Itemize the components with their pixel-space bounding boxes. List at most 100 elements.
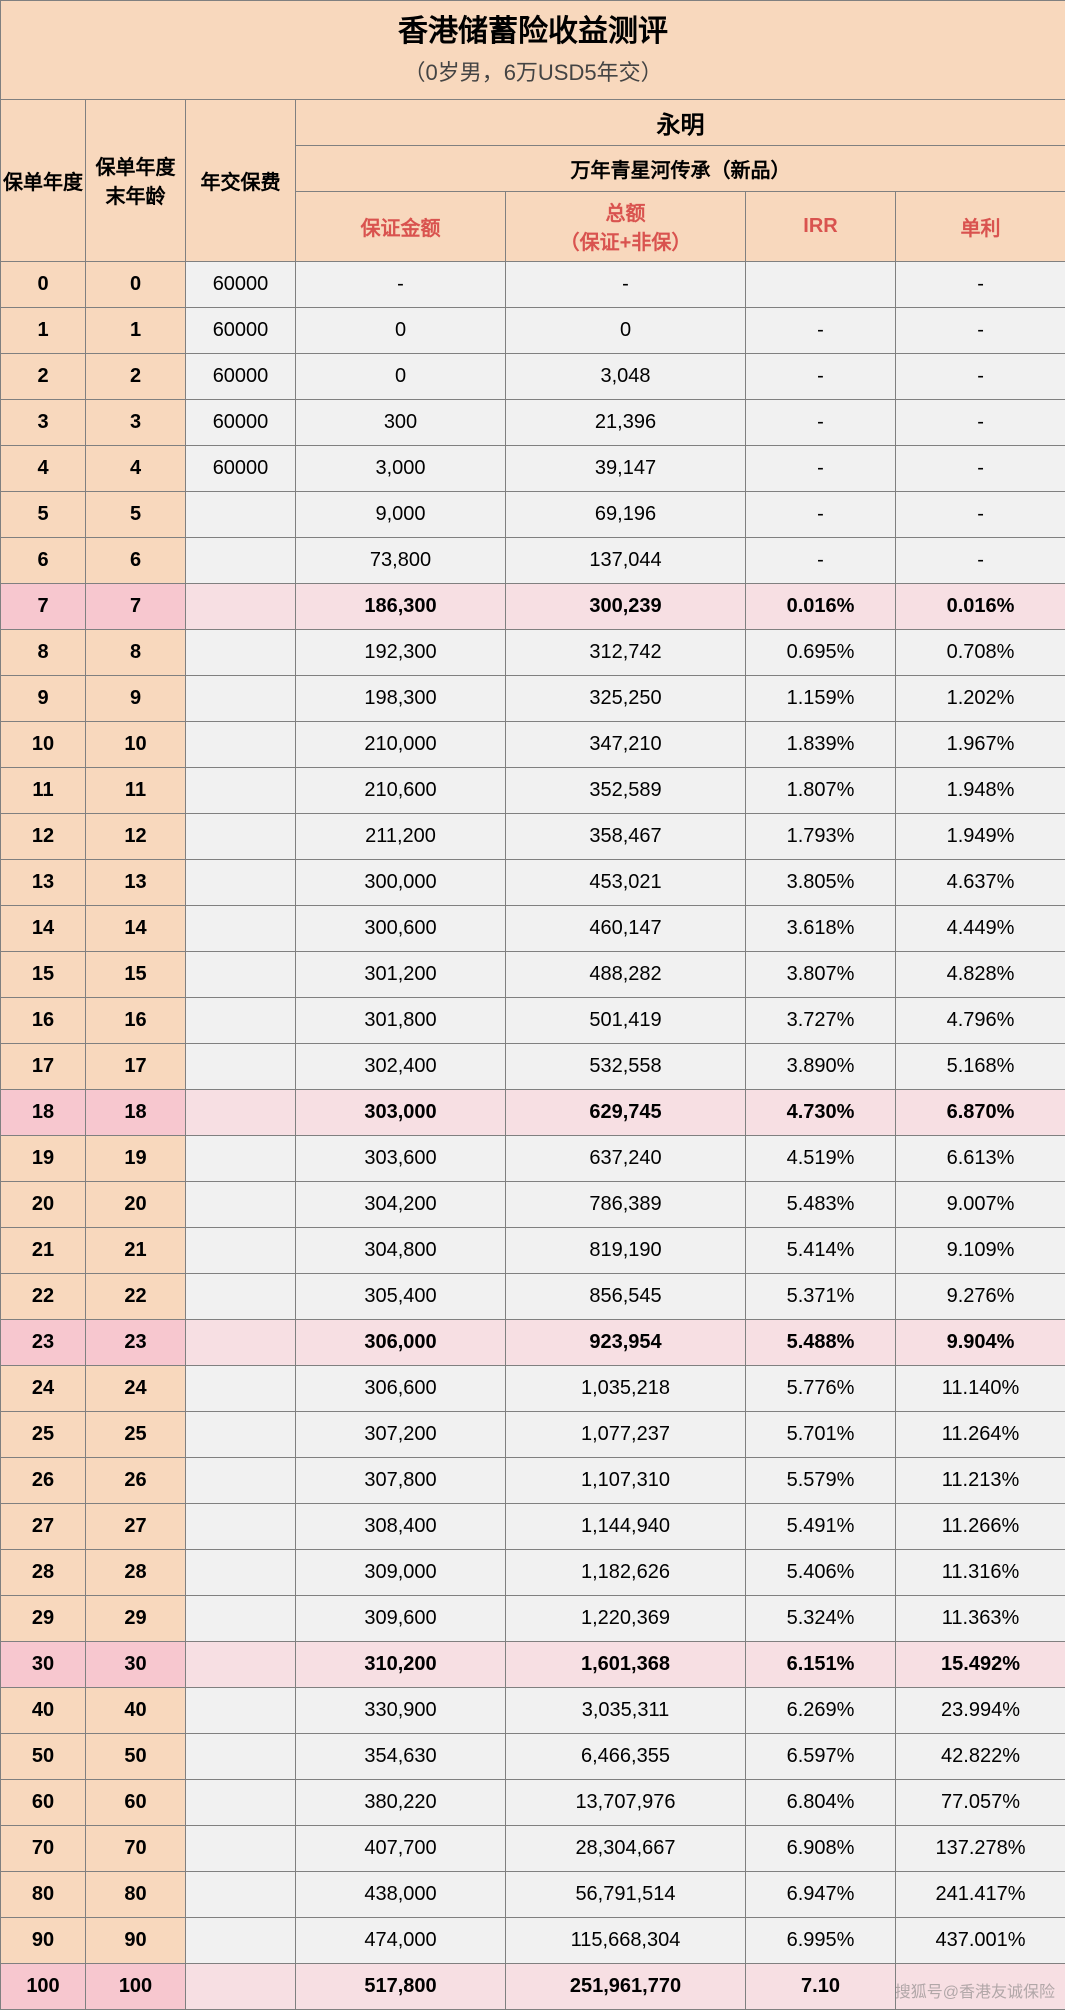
table-row: 2828309,0001,182,6265.406%11.316%	[1, 1549, 1065, 1595]
cell-age: 16	[86, 997, 186, 1043]
cell-age: 7	[86, 583, 186, 629]
cell-irr: -	[746, 399, 896, 445]
cell-total: 39,147	[506, 445, 746, 491]
cell-age: 28	[86, 1549, 186, 1595]
hdr-irr: IRR	[746, 191, 896, 261]
cell-guaranteed: 300,600	[296, 905, 506, 951]
cell-total: 28,304,667	[506, 1825, 746, 1871]
cell-premium	[186, 1319, 296, 1365]
cell-total: 3,048	[506, 353, 746, 399]
cell-guaranteed: 306,600	[296, 1365, 506, 1411]
hdr-policy-year: 保单年度	[1, 99, 86, 261]
cell-irr: 1.793%	[746, 813, 896, 859]
cell-premium	[186, 1273, 296, 1319]
cell-premium	[186, 1825, 296, 1871]
cell-guaranteed: 307,800	[296, 1457, 506, 1503]
cell-guaranteed: 186,300	[296, 583, 506, 629]
cell-irr: 0.016%	[746, 583, 896, 629]
cell-guaranteed: 303,600	[296, 1135, 506, 1181]
table-row: 1818303,000629,7454.730%6.870%	[1, 1089, 1065, 1135]
cell-total: 1,601,368	[506, 1641, 746, 1687]
table-row: 2424306,6001,035,2185.776%11.140%	[1, 1365, 1065, 1411]
cell-year: 27	[1, 1503, 86, 1549]
cell-age: 70	[86, 1825, 186, 1871]
cell-year: 4	[1, 445, 86, 491]
cell-age: 30	[86, 1641, 186, 1687]
cell-premium	[186, 491, 296, 537]
cell-age: 17	[86, 1043, 186, 1089]
cell-guaranteed: 380,220	[296, 1779, 506, 1825]
table-row: 1212211,200358,4671.793%1.949%	[1, 813, 1065, 859]
cell-premium	[186, 1733, 296, 1779]
table-row: 88192,300312,7420.695%0.708%	[1, 629, 1065, 675]
cell-simple: 137.278%	[896, 1825, 1065, 1871]
cell-simple: 5.168%	[896, 1043, 1065, 1089]
cell-year: 9	[1, 675, 86, 721]
table-row: 2626307,8001,107,3105.579%11.213%	[1, 1457, 1065, 1503]
cell-guaranteed: 309,600	[296, 1595, 506, 1641]
cell-total: 0	[506, 307, 746, 353]
cell-guaranteed: 438,000	[296, 1871, 506, 1917]
cell-guaranteed: 9,000	[296, 491, 506, 537]
cell-year: 10	[1, 721, 86, 767]
cell-year: 15	[1, 951, 86, 997]
cell-irr: 6.804%	[746, 1779, 896, 1825]
cell-simple: 0.708%	[896, 629, 1065, 675]
table-row: 6673,800137,044--	[1, 537, 1065, 583]
table-row: 2727308,4001,144,9405.491%11.266%	[1, 1503, 1065, 1549]
cell-age: 29	[86, 1595, 186, 1641]
table-row: 2020304,200786,3895.483%9.007%	[1, 1181, 1065, 1227]
cell-age: 19	[86, 1135, 186, 1181]
cell-guaranteed: 192,300	[296, 629, 506, 675]
cell-simple: 11.363%	[896, 1595, 1065, 1641]
cell-irr: 3.618%	[746, 905, 896, 951]
cell-year: 16	[1, 997, 86, 1043]
cell-total: 1,107,310	[506, 1457, 746, 1503]
cell-simple	[896, 1963, 1065, 2009]
cell-premium	[186, 1503, 296, 1549]
cell-simple: 4.449%	[896, 905, 1065, 951]
cell-simple: -	[896, 491, 1065, 537]
cell-age: 50	[86, 1733, 186, 1779]
cell-simple: 9.109%	[896, 1227, 1065, 1273]
cell-premium	[186, 1135, 296, 1181]
cell-total: 1,144,940	[506, 1503, 746, 1549]
cell-irr: 5.491%	[746, 1503, 896, 1549]
page-subtitle: （0岁男，6万USD5年交）	[1, 53, 1065, 99]
cell-guaranteed: 301,800	[296, 997, 506, 1043]
cell-irr: 3.727%	[746, 997, 896, 1043]
cell-year: 18	[1, 1089, 86, 1135]
cell-premium: 60000	[186, 399, 296, 445]
table-row: 44600003,00039,147--	[1, 445, 1065, 491]
cell-total: 69,196	[506, 491, 746, 537]
table-row: 2121304,800819,1905.414%9.109%	[1, 1227, 1065, 1273]
cell-age: 10	[86, 721, 186, 767]
hdr-company: 永明	[296, 99, 1065, 145]
table-row: 1313300,000453,0213.805%4.637%	[1, 859, 1065, 905]
cell-irr: 7.10	[746, 1963, 896, 2009]
cell-year: 29	[1, 1595, 86, 1641]
cell-guaranteed: 301,200	[296, 951, 506, 997]
cell-premium	[186, 951, 296, 997]
table-row: 116000000--	[1, 307, 1065, 353]
cell-irr: 5.483%	[746, 1181, 896, 1227]
cell-year: 21	[1, 1227, 86, 1273]
table-row: 4040330,9003,035,3116.269%23.994%	[1, 1687, 1065, 1733]
cell-year: 26	[1, 1457, 86, 1503]
cell-year: 8	[1, 629, 86, 675]
table-row: 1717302,400532,5583.890%5.168%	[1, 1043, 1065, 1089]
cell-total: 115,668,304	[506, 1917, 746, 1963]
cell-simple: 9.904%	[896, 1319, 1065, 1365]
cell-simple: -	[896, 261, 1065, 307]
cell-irr: -	[746, 307, 896, 353]
cell-irr: 6.151%	[746, 1641, 896, 1687]
cell-age: 18	[86, 1089, 186, 1135]
cell-simple: 1.202%	[896, 675, 1065, 721]
cell-age: 12	[86, 813, 186, 859]
cell-year: 90	[1, 1917, 86, 1963]
cell-guaranteed: 0	[296, 353, 506, 399]
cell-premium	[186, 675, 296, 721]
cell-age: 23	[86, 1319, 186, 1365]
cell-simple: 4.828%	[896, 951, 1065, 997]
cell-premium	[186, 1457, 296, 1503]
